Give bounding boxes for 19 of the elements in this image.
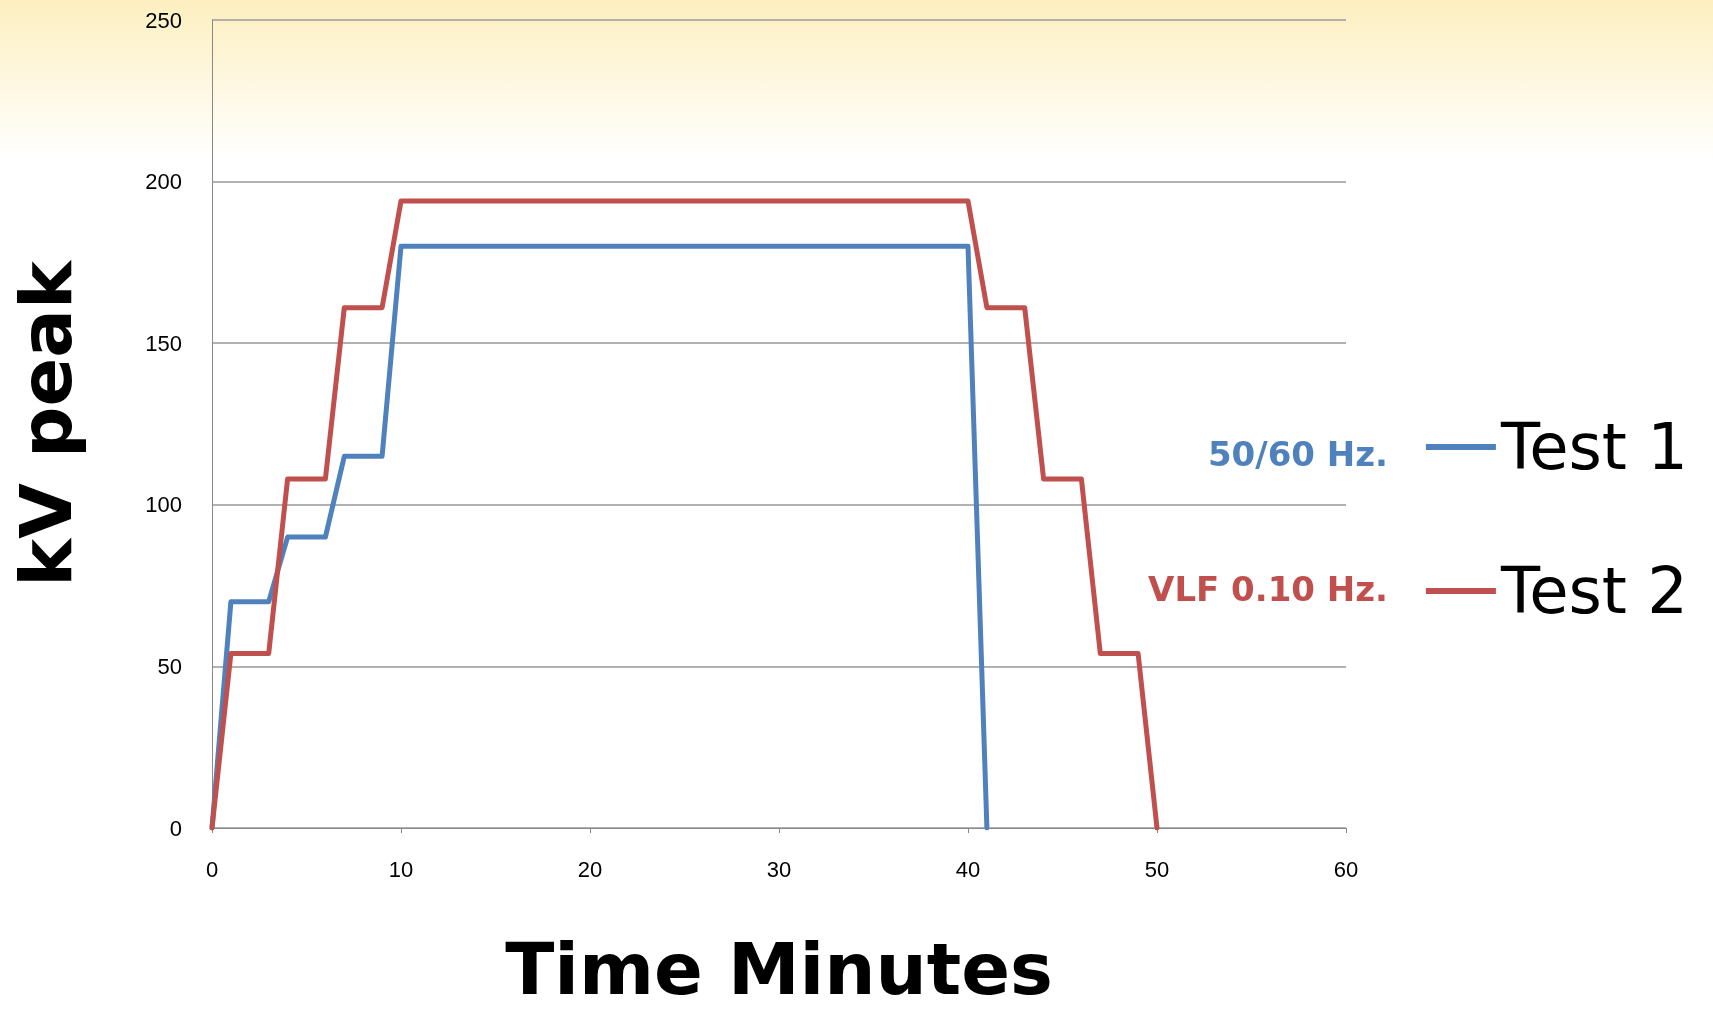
y-tick-label: 50 [157, 653, 182, 679]
legend-label: Test 1 [1499, 410, 1688, 484]
annotation: VLF 0.10 Hz. [1148, 569, 1388, 609]
x-tick-label: 30 [766, 856, 792, 882]
y-tick-label: 200 [145, 169, 182, 195]
x-tick-label: 10 [388, 856, 414, 882]
y-tick-label: 0 [169, 815, 182, 841]
x-axis-title: Time Minutes [505, 927, 1053, 1011]
x-tick-label: 40 [955, 856, 981, 882]
x-tick-label: 50 [1144, 856, 1170, 882]
annotation: 50/60 Hz. [1207, 434, 1388, 474]
x-tick-label: 60 [1333, 856, 1359, 882]
y-tick-label: 250 [145, 7, 182, 33]
legend-label: Test 2 [1499, 554, 1688, 628]
y-axis-title: kV peak [4, 259, 88, 587]
x-tick-label: 0 [205, 856, 219, 882]
y-tick-label: 100 [145, 492, 182, 518]
x-tick-label: 20 [577, 856, 603, 882]
y-tick-label: 150 [145, 330, 182, 356]
